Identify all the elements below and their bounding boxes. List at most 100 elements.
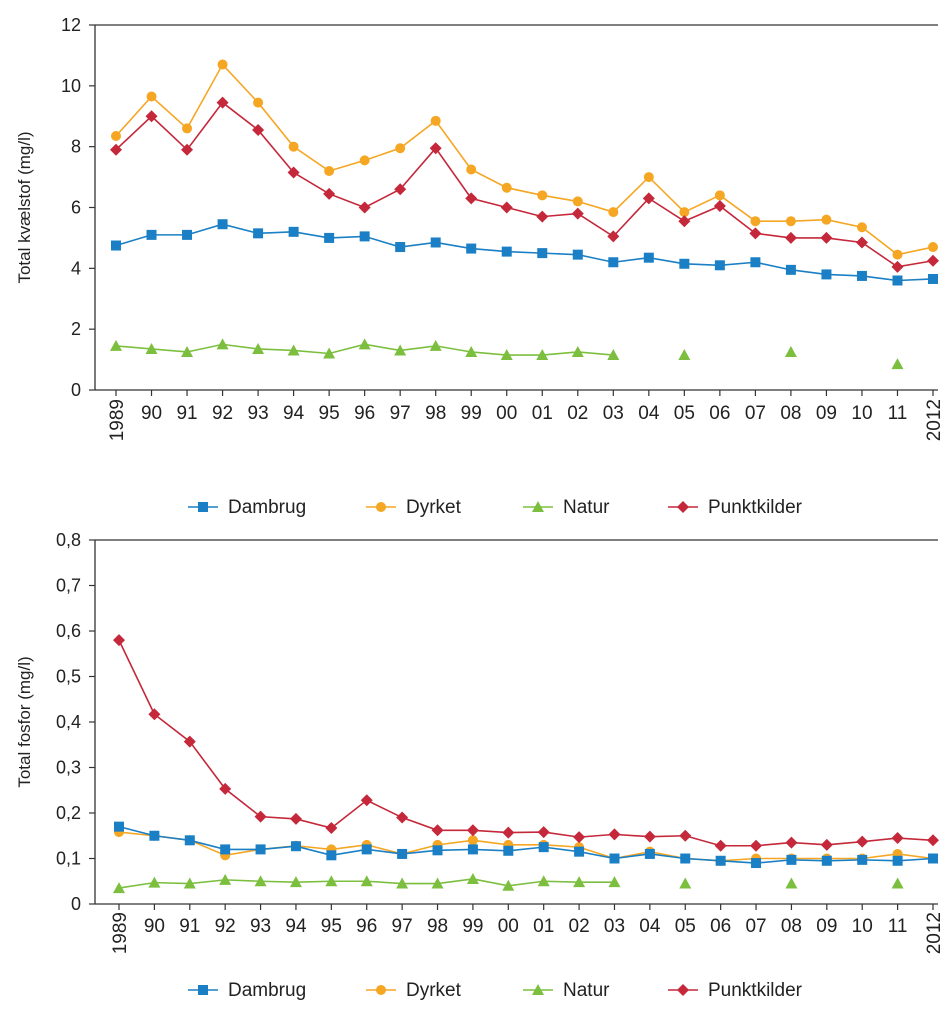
data-point-punktkilder [891, 260, 904, 273]
data-point-dambrug [432, 845, 443, 856]
y-axis-label: Total kvælstof (mg/l) [15, 131, 34, 283]
data-point-dambrug [643, 252, 654, 263]
data-point-natur [536, 349, 549, 361]
data-point-natur [429, 339, 442, 351]
data-point-natur [891, 877, 904, 889]
data-point-natur [431, 877, 444, 889]
data-point-dyrket [111, 131, 121, 142]
data-point-dambrug [821, 269, 832, 280]
x-tick-label: 01 [533, 916, 554, 937]
data-point-punktkilder [465, 192, 478, 205]
data-point-natur [784, 345, 797, 357]
data-point-punktkilder [820, 838, 833, 851]
data-point-dambrug [146, 229, 157, 240]
data-point-punktkilder [323, 187, 336, 200]
legend-label: Dyrket [406, 497, 462, 518]
data-point-dambrug [892, 275, 903, 286]
data-point-dambrug [821, 855, 832, 866]
data-point-dyrket [324, 166, 335, 176]
x-tick-label: 99 [461, 403, 482, 424]
x-tick-label: 97 [390, 403, 411, 424]
legend-marker [532, 501, 544, 512]
data-point-dambrug [609, 853, 620, 864]
x-tick-label: 05 [675, 916, 696, 937]
data-point-punktkilder [219, 782, 232, 795]
data-point-dambrug [928, 853, 938, 864]
data-point-punktkilder [927, 834, 939, 847]
data-point-punktkilder [396, 811, 409, 824]
data-point-punktkilder [148, 708, 161, 721]
data-point-punktkilder [608, 828, 621, 841]
data-point-natur [537, 875, 550, 887]
data-point-dambrug [467, 844, 478, 855]
data-point-punktkilder [183, 735, 196, 748]
data-point-dyrket [856, 222, 867, 233]
data-point-dyrket [928, 242, 938, 253]
data-point-dyrket [467, 835, 478, 846]
data-point-natur [289, 876, 302, 888]
data-point-natur [396, 877, 409, 889]
y-tick-label: 0,4 [56, 712, 81, 732]
data-point-dyrket [217, 59, 228, 70]
data-point-dambrug [114, 821, 124, 832]
x-tick-label: 03 [603, 403, 624, 424]
data-point-punktkilder [110, 143, 122, 156]
data-point-natur [607, 349, 620, 361]
legend-label: Dyrket [406, 980, 462, 1001]
legend-item-dambrug: Dambrug [188, 497, 306, 518]
legend-item-dyrket: Dyrket [366, 497, 462, 518]
data-point-dambrug [397, 848, 408, 859]
data-point-natur [145, 342, 158, 354]
y-tick-label: 6 [71, 198, 81, 218]
legend-label: Natur [563, 497, 610, 518]
data-point-punktkilder [287, 166, 300, 179]
data-point-dambrug [184, 835, 195, 846]
data-point-dambrug [503, 845, 514, 856]
data-point-punktkilder [856, 835, 869, 848]
data-point-dambrug [785, 264, 796, 275]
y-tick-label: 0,3 [56, 758, 81, 778]
legend-marker [376, 502, 386, 512]
series-punktkilder [113, 634, 939, 852]
data-point-punktkilder [325, 822, 338, 835]
data-point-dambrug [750, 257, 761, 268]
data-point-natur [325, 875, 338, 887]
data-point-dyrket [466, 164, 477, 175]
data-point-punktkilder [643, 830, 656, 843]
data-point-punktkilder [431, 824, 444, 837]
data-point-natur [678, 349, 691, 361]
x-tick-label: 11 [888, 403, 908, 424]
data-point-punktkilder [502, 826, 515, 839]
x-tick-label: 95 [321, 916, 342, 937]
x-tick-label: 06 [710, 916, 731, 937]
x-tick-label: 00 [496, 403, 517, 424]
x-tick-label: 97 [392, 916, 413, 937]
data-point-punktkilder [713, 199, 726, 212]
legend-label: Dambrug [228, 497, 306, 518]
data-point-natur [287, 344, 300, 356]
data-point-dyrket [182, 123, 193, 134]
data-point-dyrket [537, 190, 548, 201]
data-point-punktkilder [536, 210, 549, 223]
data-point-dambrug [608, 257, 619, 268]
data-point-punktkilder [927, 254, 939, 267]
y-tick-label: 8 [71, 137, 81, 157]
data-point-natur [573, 876, 586, 888]
x-tick-label: 10 [852, 916, 873, 937]
x-tick-label: 11 [888, 916, 908, 937]
x-tick-label: 96 [354, 403, 375, 424]
legend-item-dambrug: Dambrug [188, 980, 306, 1001]
data-point-dambrug [572, 249, 583, 260]
x-tick-label: 03 [604, 916, 625, 937]
data-point-natur [785, 877, 798, 889]
data-point-natur [183, 877, 196, 889]
data-point-dyrket [821, 214, 832, 225]
data-point-natur [216, 338, 229, 350]
y-tick-label: 4 [71, 258, 81, 278]
data-point-dambrug [537, 248, 548, 259]
series-line-dambrug [118, 825, 934, 864]
series-dambrug [111, 219, 938, 286]
data-point-natur [465, 345, 478, 357]
data-point-dambrug [217, 219, 228, 230]
data-point-punktkilder [145, 110, 158, 123]
